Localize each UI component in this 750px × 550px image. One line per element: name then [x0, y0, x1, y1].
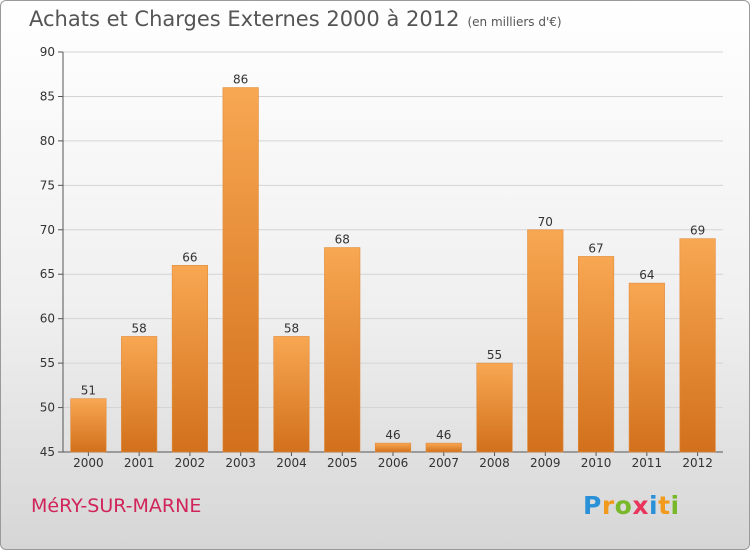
- x-tick-label: 2012: [682, 456, 713, 470]
- data-label: 69: [690, 224, 705, 238]
- y-tick-label: 50: [40, 401, 55, 415]
- bar: [222, 87, 259, 453]
- y-tick-labels: 45 50 55 60 65 70 75 80 85 90: [40, 45, 55, 459]
- data-label: 68: [335, 233, 350, 247]
- x-tick-label: 2008: [479, 456, 510, 470]
- data-label: 70: [538, 215, 553, 229]
- y-tick-label: 85: [40, 89, 55, 103]
- data-label: 66: [182, 250, 197, 264]
- y-tick-label: 60: [40, 312, 55, 326]
- data-label: 51: [81, 384, 96, 398]
- x-tick-label: 2000: [73, 456, 104, 470]
- data-labels: 51 58 66 86 58 68 46 46 55 70 67 64 69: [81, 73, 706, 443]
- data-label: 58: [132, 321, 147, 335]
- x-tick-label: 2002: [175, 456, 206, 470]
- logo-letter: o: [614, 491, 633, 520]
- x-tick-label: 2011: [632, 456, 663, 470]
- bar: [425, 442, 462, 453]
- bar: [70, 398, 107, 453]
- x-tick-label: 2004: [276, 456, 307, 470]
- x-tick-label: 2009: [530, 456, 561, 470]
- logo-letter: P: [583, 491, 602, 520]
- bar: [527, 229, 564, 453]
- logo-letter: x: [632, 491, 649, 520]
- grid-lines: [63, 51, 723, 453]
- bars: [70, 87, 716, 453]
- logo-letter: i: [649, 491, 659, 520]
- logo-letter: r: [601, 491, 615, 520]
- data-label: 86: [233, 73, 248, 87]
- bar: [171, 265, 208, 453]
- bar: [273, 336, 310, 453]
- x-tick-label: 2007: [428, 456, 459, 470]
- y-tick-label: 55: [40, 356, 55, 370]
- bar: [324, 247, 361, 453]
- commune-name: MéRY-SUR-MARNE: [31, 495, 202, 517]
- data-label: 67: [588, 241, 603, 255]
- x-tick-label: 2001: [124, 456, 155, 470]
- unit-label: (en milliers d'€): [467, 15, 562, 29]
- x-tick-label: 2006: [378, 456, 409, 470]
- bar: [374, 442, 412, 453]
- axes: [58, 51, 723, 456]
- y-tick-label: 75: [40, 178, 55, 192]
- data-label: 58: [284, 321, 299, 335]
- logo-letter: i: [670, 491, 680, 520]
- bar: [578, 256, 615, 453]
- bar: [121, 336, 158, 453]
- y-tick-label: 45: [40, 445, 55, 459]
- x-tick-labels: 2000 2001 2002 2003 2004 2005 2006 2007 2008 2009…: [73, 456, 713, 470]
- x-tick-label: 2003: [225, 456, 256, 470]
- chart-title: Achats et Charges Externes 2000 à 2012 (e…: [29, 7, 562, 31]
- y-tick-label: 65: [40, 267, 55, 281]
- bar: [476, 362, 513, 453]
- proxiti-logo: Proxiti: [583, 491, 680, 520]
- data-label: 46: [436, 428, 451, 442]
- x-tick-label: 2005: [327, 456, 358, 470]
- x-tick-label: 2010: [581, 456, 612, 470]
- y-tick-label: 90: [40, 45, 55, 59]
- bar: [679, 238, 716, 453]
- data-label: 46: [385, 428, 400, 442]
- bar: [628, 282, 665, 453]
- y-tick-label: 70: [40, 223, 55, 237]
- title-text: Achats et Charges Externes 2000 à 2012: [29, 7, 460, 31]
- data-label: 64: [639, 268, 654, 282]
- logo-letter: t: [658, 491, 671, 520]
- y-tick-label: 80: [40, 134, 55, 148]
- data-label: 55: [487, 348, 502, 362]
